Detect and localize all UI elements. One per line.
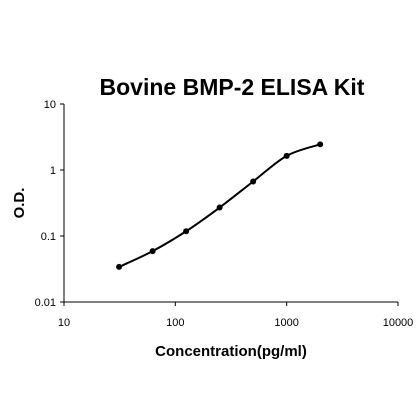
data-point: [283, 152, 290, 159]
data-point: [250, 178, 257, 185]
data-point: [216, 204, 223, 211]
x-tick-label: 10000: [383, 317, 414, 329]
x-tick-label: 10: [58, 317, 70, 329]
y-tick-label: 1: [50, 165, 56, 177]
data-point: [149, 248, 156, 255]
data-point: [317, 141, 324, 148]
y-tick-label: 0.1: [41, 231, 56, 243]
data-points: [116, 141, 324, 270]
x-axis-label: Concentration(pg/ml): [155, 343, 307, 360]
x-tick-label: 100: [166, 317, 184, 329]
y-tick-label: 10: [44, 99, 56, 111]
y-tick-label: 0.01: [35, 297, 56, 309]
data-point: [116, 263, 123, 270]
x-ticks: 10 100 1000 10000: [58, 302, 413, 329]
y-ticks: 0.01 0.1 1 10: [35, 99, 64, 309]
y-axis-label: O.D.: [11, 188, 28, 219]
chart-title: Bovine BMP-2 ELISA Kit: [100, 74, 365, 100]
plot-area: 0.01 0.1 1 10 10 100 1000 10000: [35, 99, 414, 329]
data-point: [183, 228, 190, 235]
x-tick-label: 1000: [274, 317, 298, 329]
